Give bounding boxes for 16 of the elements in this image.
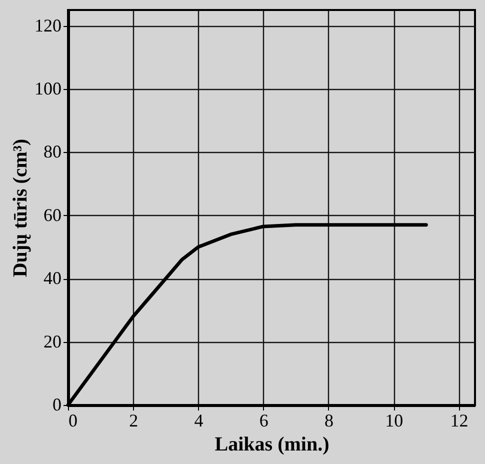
x-tick-label: 8: [324, 410, 334, 430]
x-tick-label: 6: [259, 410, 268, 430]
y-tick-label: 0: [52, 394, 62, 414]
y-tick-label: 100: [34, 78, 62, 98]
y-tick-label: 60: [44, 204, 62, 225]
x-tick-label: 10: [385, 410, 404, 430]
y-tick-label: 20: [44, 331, 62, 352]
y-axis-title: Dujų tūris (cm³): [10, 138, 32, 278]
x-tick-label: 2: [129, 410, 138, 430]
x-axis-title: Laikas (min.): [214, 434, 330, 456]
x-tick-label: 0: [68, 410, 78, 430]
x-tick-label: 12: [450, 410, 468, 430]
y-tick-label: 80: [44, 142, 62, 162]
y-tick-label: 120: [34, 15, 62, 36]
y-tick-label: 40: [44, 268, 62, 288]
x-tick-label: 4: [194, 410, 204, 430]
